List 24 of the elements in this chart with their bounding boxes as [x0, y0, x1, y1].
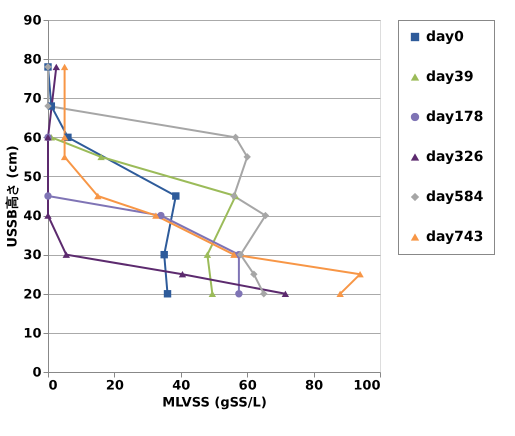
y-tick-label: 40 [23, 209, 42, 224]
y-tick-label: 60 [23, 130, 42, 146]
legend-label: day743 [426, 229, 484, 245]
x-tick-label: 100 [353, 378, 380, 394]
x-tick-label: 0 [48, 378, 58, 394]
x-tick-label: 40 [172, 378, 190, 394]
legend-label: day326 [426, 149, 484, 165]
y-tick-label: 70 [23, 92, 42, 107]
x-tick-label: 20 [106, 378, 124, 394]
y-tick-label: 50 [23, 170, 42, 185]
y-tick-label: 0 [32, 366, 42, 380]
legend-label: day0 [426, 29, 464, 45]
y-tick-label: 10 [23, 326, 42, 342]
legend-label: day178 [426, 109, 484, 125]
x-tick-label: 80 [305, 378, 324, 394]
x-tick-label: 60 [238, 378, 257, 394]
y-tick-label: 80 [23, 52, 42, 68]
legend-label: day39 [426, 69, 474, 85]
legend-label: day584 [426, 189, 484, 205]
y-tick-label: 20 [23, 287, 42, 302]
y-tick-label: 90 [23, 14, 42, 28]
y-axis-title: USSB高さ (cm) [4, 145, 20, 248]
y-tick-label: 30 [23, 248, 42, 264]
x-axis-title: MLVSS (gSS/L) [162, 396, 267, 410]
